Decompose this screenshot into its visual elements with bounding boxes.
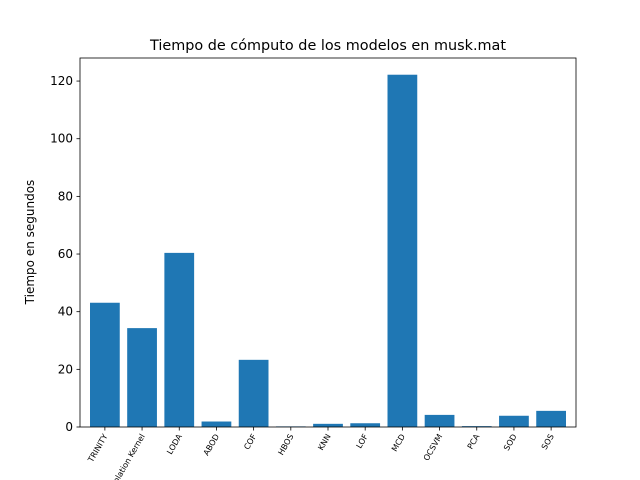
y-axis-label: Tiempo en segundos xyxy=(23,180,37,306)
bar-mcd xyxy=(387,74,418,427)
bar-ocsvm xyxy=(424,414,455,427)
bars-layer xyxy=(90,74,566,427)
x-tick-label: ABOD xyxy=(202,433,221,458)
y-tick-label: 80 xyxy=(58,189,73,203)
y-tick-label: 40 xyxy=(58,305,73,319)
x-tick-label: SOS xyxy=(540,433,556,452)
chart-title: Tiempo de cómputo de los modelos en musk… xyxy=(149,38,506,54)
x-tick-label: COF xyxy=(242,432,258,451)
x-tick-label: SOD xyxy=(502,433,519,453)
y-tick-label: 60 xyxy=(58,247,73,261)
bar-cof xyxy=(238,359,269,427)
bar-trinity xyxy=(90,302,120,427)
y-tick-label: 120 xyxy=(50,74,73,88)
bar-abod xyxy=(201,421,232,427)
x-tick-label: OCSVM xyxy=(422,432,445,462)
x-tick-label: PCA xyxy=(466,432,482,451)
x-tick-label: LODA xyxy=(165,432,184,456)
y-tick-label: 0 xyxy=(65,420,73,434)
bar-loda xyxy=(164,252,195,427)
bar-lof xyxy=(350,423,381,427)
y-tick-label: 20 xyxy=(58,362,73,376)
bar-knn xyxy=(313,423,343,427)
bar-pca xyxy=(461,426,492,427)
bar-sod xyxy=(499,415,529,427)
y-tick-label: 100 xyxy=(50,132,73,146)
y-axis-ticks: 0 20 40 60 80 100 120 xyxy=(50,74,80,434)
x-tick-label: TRINITY xyxy=(86,432,110,464)
x-tick-label: LOF xyxy=(355,432,371,450)
axes-frame xyxy=(79,57,577,428)
x-tick-label: HBOS xyxy=(276,433,295,457)
bar-sos xyxy=(536,410,566,427)
x-tick-label: Isolation Kernel xyxy=(108,433,147,480)
bar-isolation-kernel xyxy=(127,328,157,427)
x-tick-label: KNN xyxy=(316,432,332,451)
x-tick-label: MCD xyxy=(390,433,407,454)
